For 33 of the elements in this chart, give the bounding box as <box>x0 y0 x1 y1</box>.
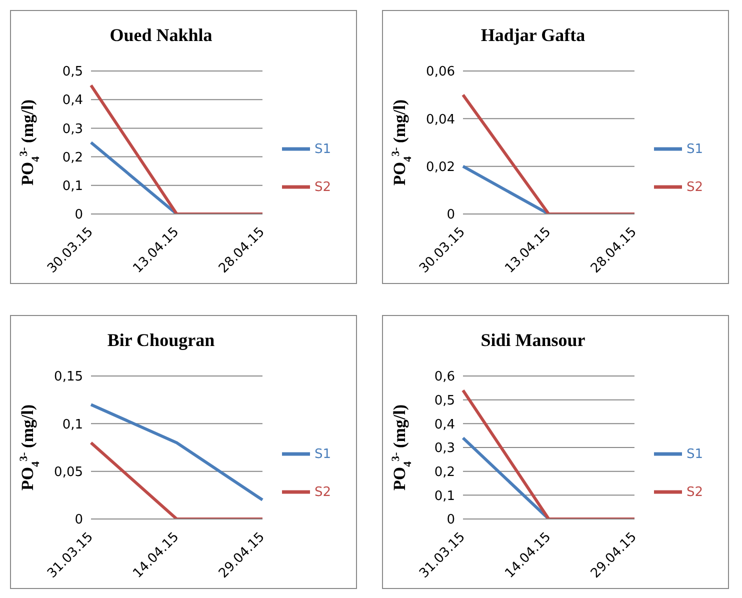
y-tick-label: 0,1 <box>434 488 455 504</box>
legend-label: S2 <box>686 180 703 194</box>
y-tick-label: 0,02 <box>426 160 455 175</box>
y-tick-label: 0 <box>446 208 455 223</box>
y-tick-label: 0,05 <box>54 464 83 480</box>
legend-label: S2 <box>686 484 703 500</box>
y-tick-label: 0,4 <box>62 93 83 108</box>
chart-title: Hadjar Gafta <box>480 25 586 46</box>
legend-label: S1 <box>314 446 331 462</box>
y-tick-label: 0,06 <box>426 64 455 80</box>
y-tick-label: 0,2 <box>62 150 83 166</box>
y-tick-label: 0,1 <box>62 179 83 194</box>
y-tick-label: 0,5 <box>62 64 83 80</box>
y-tick-label: 0,15 <box>54 370 83 385</box>
chart-title: Oued Nakhla <box>108 25 214 46</box>
y-tick-label: 0 <box>74 208 83 223</box>
legend-label: S1 <box>314 142 331 156</box>
y-tick-label: 0,3 <box>434 441 455 456</box>
legend-label: S2 <box>314 484 331 500</box>
y-tick-label: 0,1 <box>62 417 83 432</box>
legend-label: S2 <box>314 180 331 194</box>
chart-title: Bir Chougran <box>106 330 216 351</box>
chart-title: Sidi Mansour <box>480 330 586 351</box>
y-tick-label: 0,2 <box>434 464 455 480</box>
legend-label: S1 <box>686 446 703 462</box>
legend-label: S1 <box>686 142 703 156</box>
y-tick-label: 0 <box>446 512 455 528</box>
y-tick-label: 0,04 <box>426 112 455 128</box>
y-tick-label: 0,5 <box>434 393 455 408</box>
y-tick-label: 0 <box>74 512 83 528</box>
y-tick-label: 0,3 <box>62 122 83 137</box>
y-tick-label: 0,4 <box>434 417 455 432</box>
y-tick-label: 0,6 <box>434 370 455 385</box>
